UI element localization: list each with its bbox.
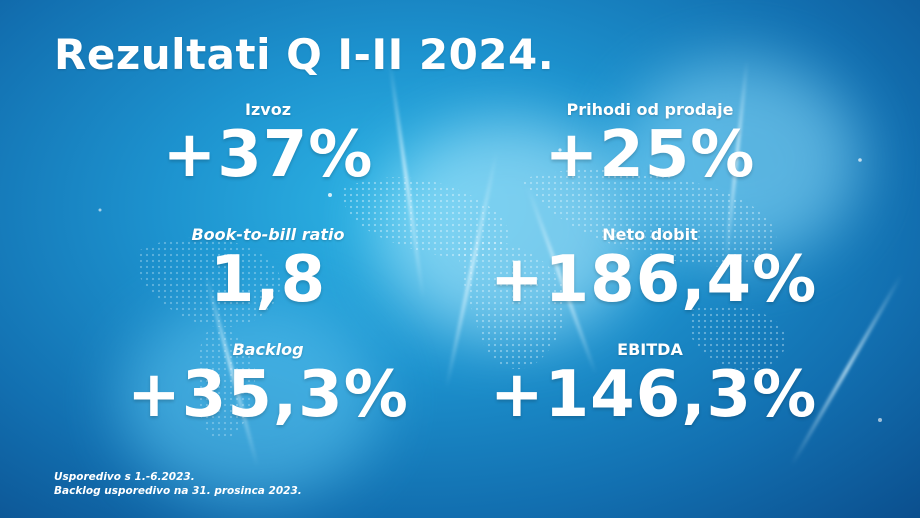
metric-value: +146,3% (490, 358, 818, 432)
metric-ebitda: EBITDA +146,3% (490, 340, 818, 432)
metric-label: Book-to-bill ratio (191, 225, 345, 244)
footnote-line: Backlog usporedivo na 31. prosinca 2023. (54, 485, 302, 498)
metric-label: Neto dobit (602, 225, 698, 244)
metric-backlog: Backlog +35,3% (108, 340, 428, 427)
metric-izvoz: Izvoz +37% (108, 100, 428, 187)
metric-label: Prihodi od prodaje (566, 100, 734, 119)
metric-book-to-bill-ratio: Book-to-bill ratio 1,8 (108, 225, 428, 312)
metric-value: +25% (544, 118, 756, 192)
footnote-line: Usporedivo s 1.-6.2023. (54, 471, 195, 483)
footnote: Usporedivo s 1.-6.2023. Backlog usporedi… (54, 470, 302, 498)
page-title: Rezultati Q I-II 2024. (54, 30, 555, 79)
metric-value: +186,4% (490, 243, 818, 317)
metric-label: Izvoz (245, 100, 291, 119)
metric-label: Backlog (232, 340, 304, 359)
metric-value: +37% (162, 118, 374, 192)
metric-label: EBITDA (617, 340, 683, 359)
metric-value: +35,3% (127, 358, 409, 432)
metric-neto-dobit: Neto dobit +186,4% (490, 225, 818, 317)
metric-value: 1,8 (209, 243, 327, 317)
metric-prihodi-od-prodaje: Prihodi od prodaje +25% (490, 100, 810, 187)
